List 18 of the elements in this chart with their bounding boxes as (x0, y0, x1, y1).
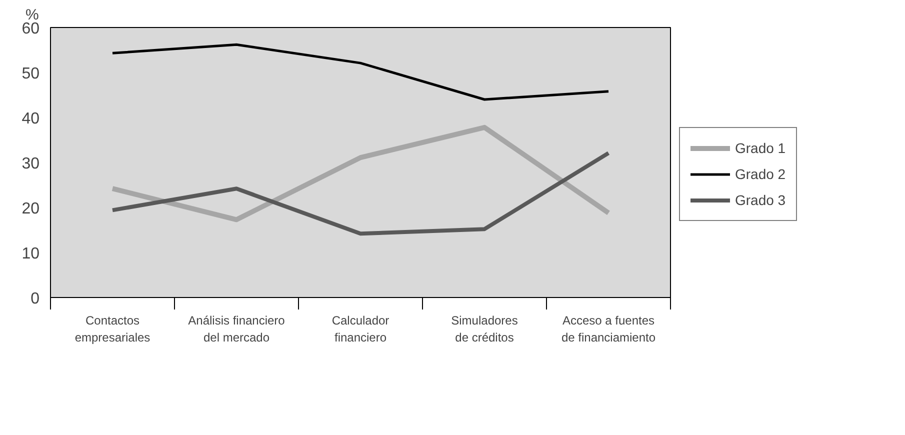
x-tick-label: Contactos empresariales (74, 314, 150, 344)
legend-label: Grado 3 (735, 192, 786, 208)
y-tick-label: 40 (22, 110, 40, 128)
y-tick-label: 10 (22, 246, 40, 262)
x-tick-label: Simuladores de créditos (451, 314, 518, 344)
legend-label: Grado 2 (735, 166, 786, 182)
line-series (111, 43, 610, 101)
x-tick-label: Acceso a fuentes de financiamiento (561, 314, 656, 344)
y-tick-label: 60 (22, 20, 40, 38)
line-series (110, 151, 610, 236)
y-tick-label: 20 (22, 200, 40, 218)
y-tick-label: 0 (30, 290, 40, 308)
y-axis-title: % (26, 6, 39, 24)
legend-label: Grado 1 (735, 140, 786, 156)
y-tick-label: 50 (22, 66, 40, 82)
y-tick-label: 30 (22, 156, 40, 172)
x-tick-label: Calculador financiero (332, 314, 390, 344)
x-tick-label: Análisis financiero del mercado (188, 314, 286, 344)
